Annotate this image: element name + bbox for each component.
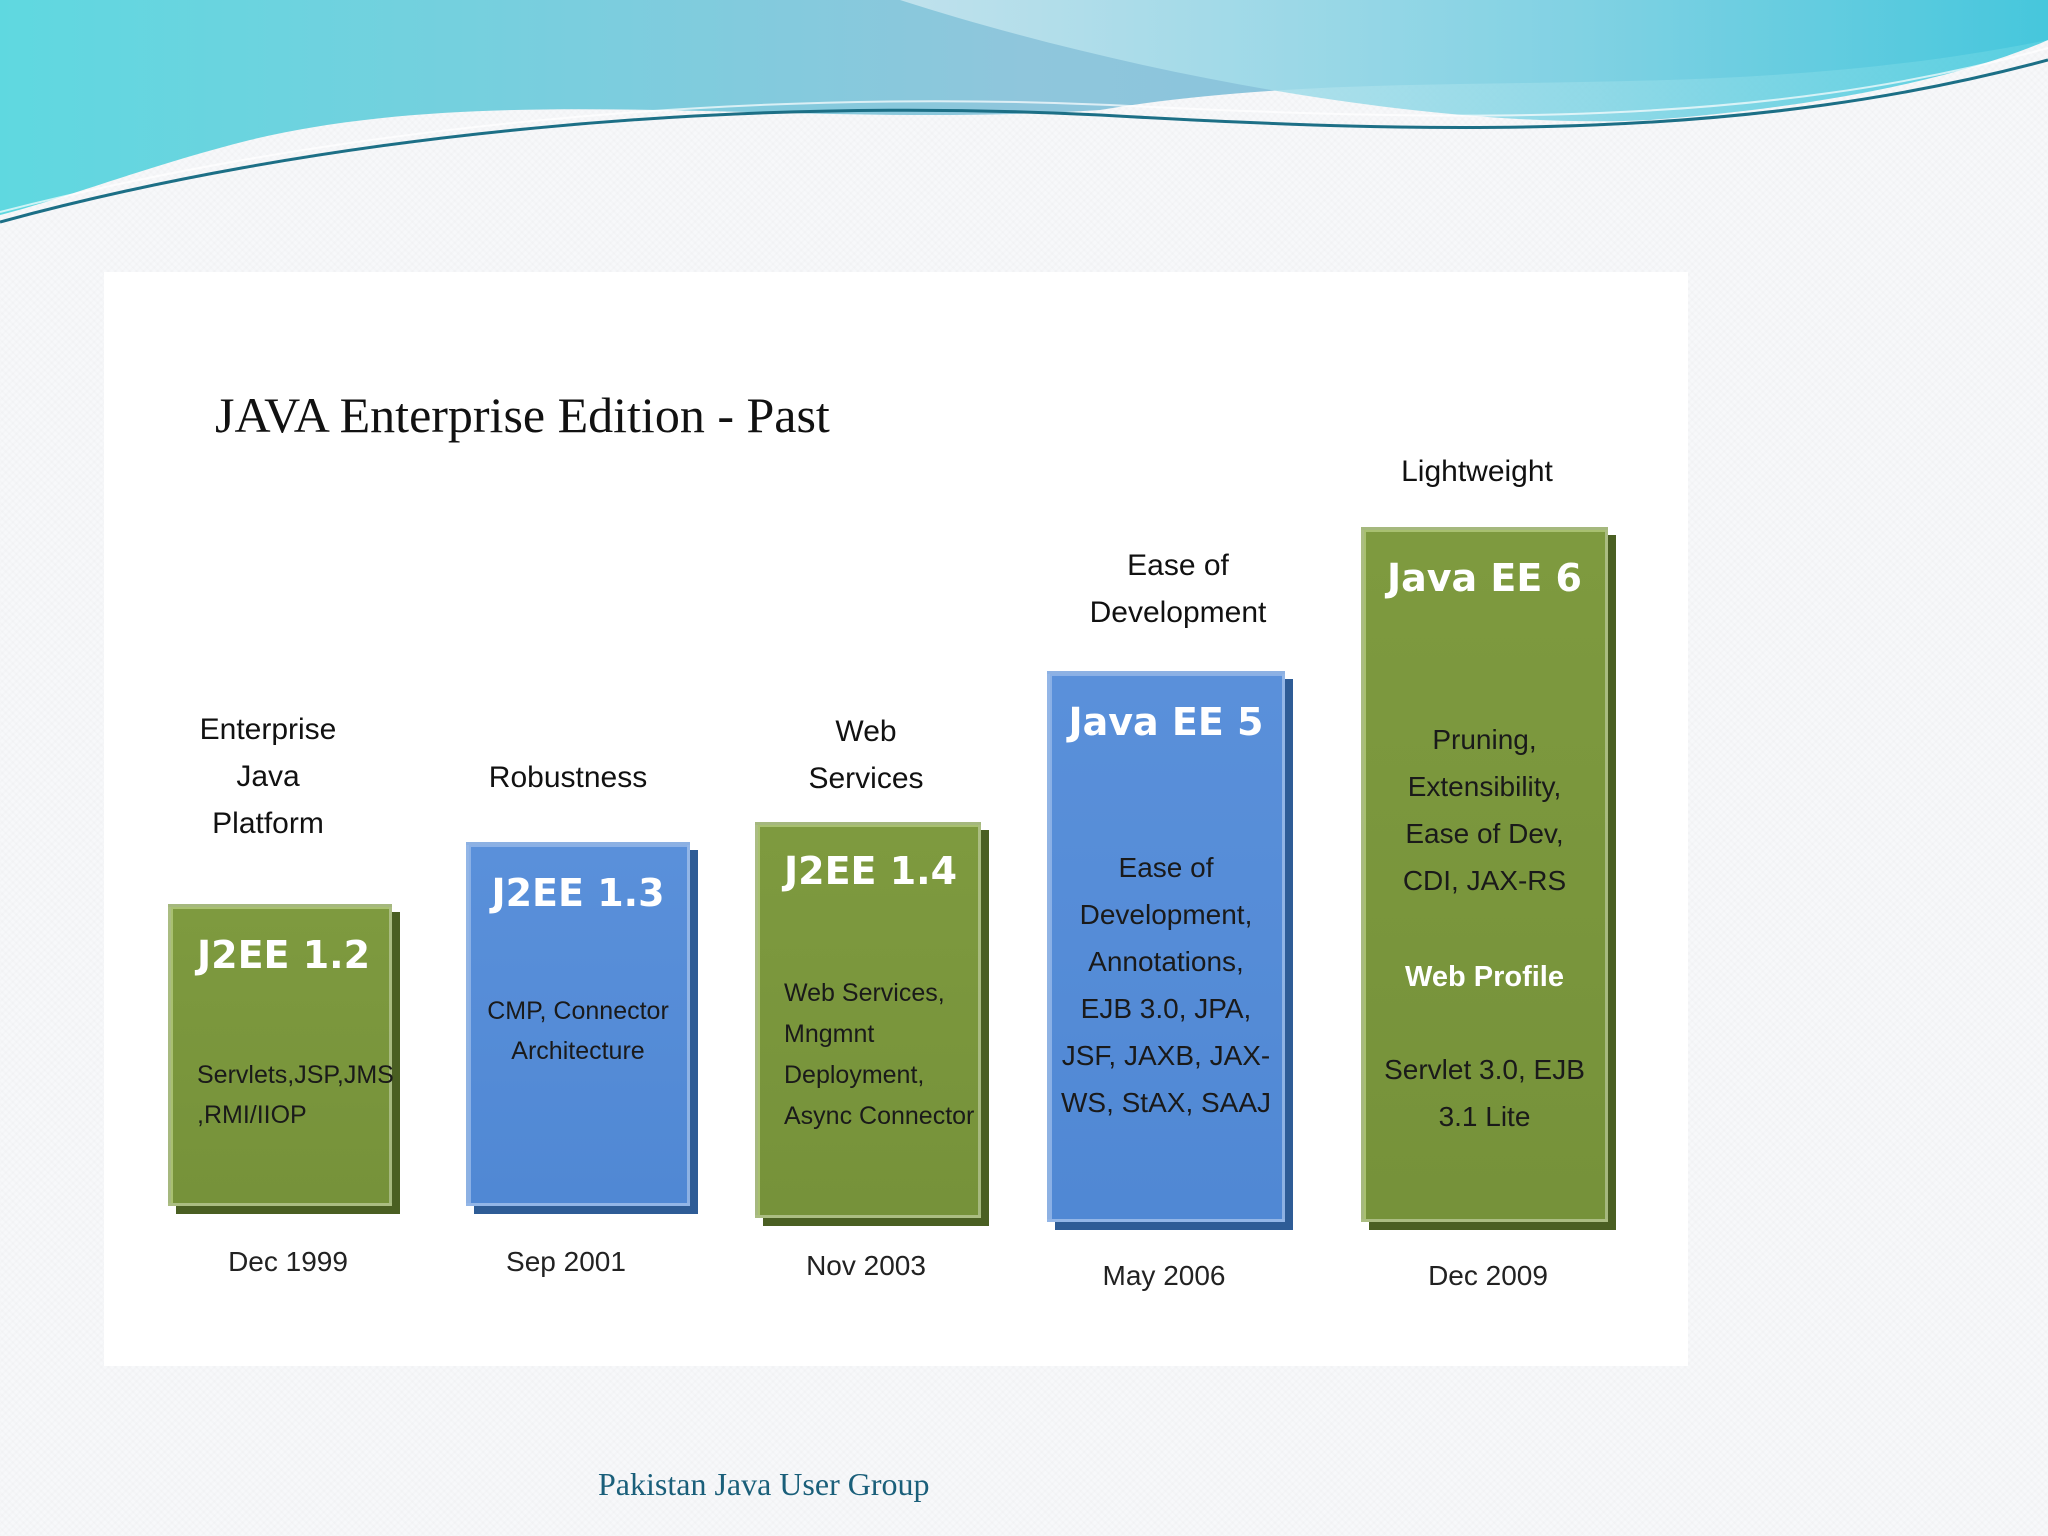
header-wave-decoration <box>0 0 2048 224</box>
release-version: Java EE 6 <box>1386 556 1582 600</box>
release-date-java-ee-5: May 2006 <box>1102 1260 1226 1291</box>
page-title: JAVA Enterprise Edition - Past <box>215 387 830 443</box>
release-date-java-ee-6: Dec 2009 <box>1428 1260 1548 1291</box>
release-date-j2ee-1-3: Sep 2001 <box>506 1246 626 1277</box>
release-features: Ease of Development, Annotations, EJB 3.… <box>1060 852 1272 1118</box>
release-version: Java EE 5 <box>1068 700 1264 744</box>
release-caption-j2ee-1-2: Enterprise Java Platform <box>199 713 337 840</box>
release-caption-j2ee-1-4: Web Services <box>808 715 924 795</box>
release-box-j2ee-1-3: J2EE 1.3 CMP, Connector Architecture <box>466 842 690 1206</box>
release-date-j2ee-1-4: Nov 2003 <box>806 1250 926 1281</box>
release-features: Servlets,JSP,JMS ,RMI/IIOP <box>197 1061 394 1129</box>
release-features-bottom: Servlet 3.0, EJB 3.1 Lite <box>1384 1054 1585 1132</box>
release-box-j2ee-1-4: J2EE 1.4 Web Services, Mngmnt Deployment… <box>755 822 981 1218</box>
release-caption-java-ee-5: Ease of Development <box>1089 549 1267 629</box>
release-version: J2EE 1.2 <box>197 933 371 977</box>
release-features-highlight: Web Profile <box>1405 961 1564 993</box>
footer-text: Pakistan Java User Group <box>598 1466 930 1502</box>
release-caption-j2ee-1-3: Robustness <box>488 761 648 794</box>
release-version: J2EE 1.3 <box>491 871 665 915</box>
release-box-java-ee-6: Java EE 6 Pruning, Extensibility, Ease o… <box>1361 527 1608 1222</box>
release-version: J2EE 1.4 <box>784 849 958 893</box>
release-box-java-ee-5: Java EE 5 Ease of Development, Annotatio… <box>1047 671 1285 1222</box>
release-features: Web Services, Mngmnt Deployment, Async C… <box>784 979 975 1130</box>
release-features-top: Pruning, Extensibility, Ease of Dev, CDI… <box>1402 724 1567 896</box>
release-features: CMP, Connector Architecture <box>487 997 669 1065</box>
release-caption-java-ee-6: Lightweight <box>1401 455 1553 488</box>
release-date-j2ee-1-2: Dec 1999 <box>228 1246 348 1277</box>
release-box-j2ee-1-2: J2EE 1.2 Servlets,JSP,JMS ,RMI/IIOP <box>168 904 394 1206</box>
